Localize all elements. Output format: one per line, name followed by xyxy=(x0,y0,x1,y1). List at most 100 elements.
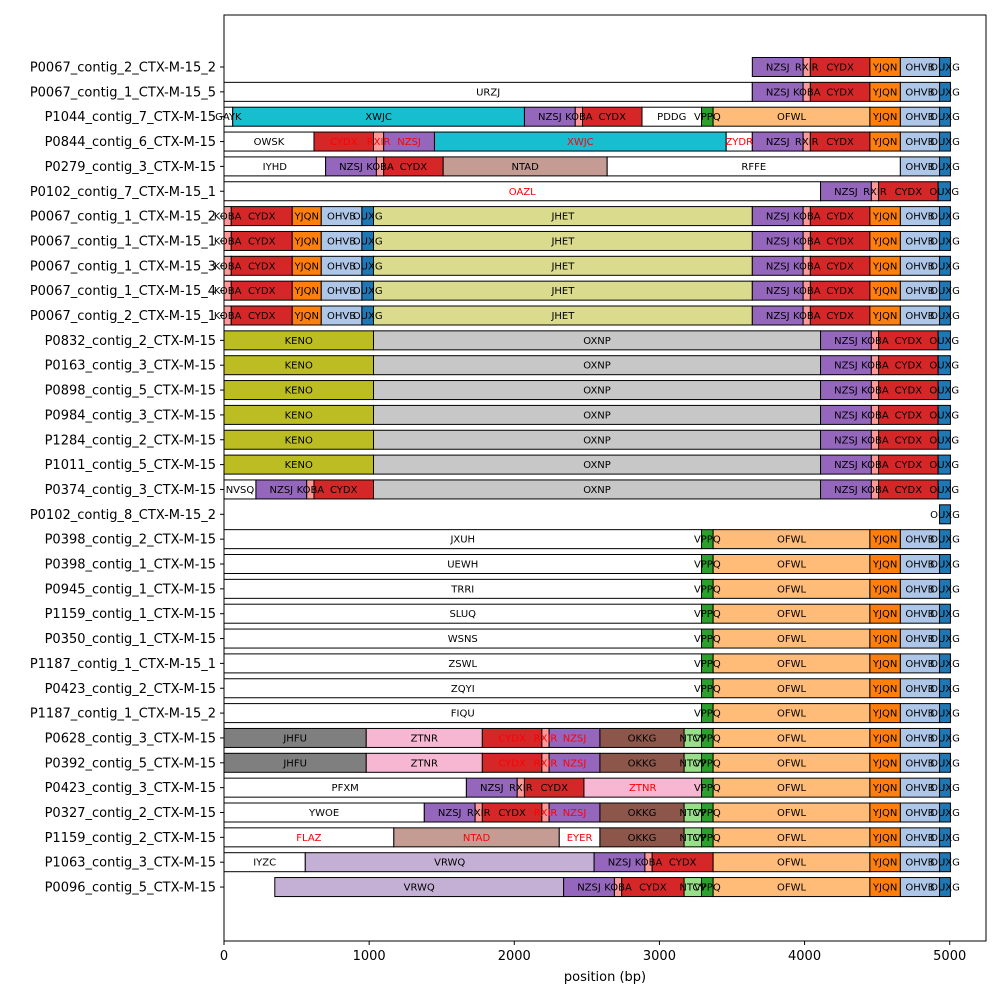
gene-segment-label: NZSJ xyxy=(577,883,601,894)
gene-segment-label: NZSJ xyxy=(766,286,790,297)
gene-segment-label: CYDX xyxy=(826,236,854,247)
x-tick-label: 5000 xyxy=(933,949,966,964)
gene-segment-label: OUXG xyxy=(353,311,383,322)
contig-row xyxy=(223,628,951,649)
gene-segment-bar xyxy=(939,578,951,599)
gene-segment-label: OHVB xyxy=(905,137,934,148)
y-tick-label: P0067_contig_2_CTX-M-15_1 xyxy=(30,309,216,324)
plot-frame xyxy=(223,14,987,942)
gene-segment-label: EYER xyxy=(567,833,593,844)
gene-segment-label: YJQN xyxy=(294,311,319,322)
gene-segment-bar xyxy=(939,703,951,724)
gene-segment-label: NZSJ xyxy=(397,137,421,148)
contig-row xyxy=(223,802,951,823)
gene-segment-label: KOBA xyxy=(793,261,821,272)
gene-segment-label: URZJ xyxy=(476,87,500,98)
gene-segment-label: YJQN xyxy=(872,261,897,272)
contig-row xyxy=(223,554,951,574)
gene-segment-label: OHVB xyxy=(905,783,934,794)
gene-segment-label: OUXG xyxy=(930,883,960,894)
gene-segment-label: VPPQ xyxy=(694,758,721,769)
y-tick-label: P1063_contig_3_CTX-M-15 xyxy=(45,856,216,871)
gene-segment-label: CYDX xyxy=(895,336,923,347)
gene-segment-label: VPPQ xyxy=(694,883,721,894)
gene-segment-label: KOBA xyxy=(793,87,821,98)
gene-segment-label: TRRI xyxy=(450,584,474,595)
gene-segment-label: YJQN xyxy=(872,659,897,670)
gene-segment-label: OUXG xyxy=(930,510,960,521)
gene-segment-label: YWOE xyxy=(308,808,339,819)
gene-segment-label: OAZL xyxy=(509,187,536,198)
gene-segment-label: OUXG xyxy=(930,733,960,744)
x-tick-label: 1000 xyxy=(353,949,386,964)
gene-segment-label: KOBA xyxy=(214,236,242,247)
gene-segment-label: ZSWL xyxy=(448,659,477,670)
gene-segment-label: YJQN xyxy=(872,883,897,894)
gene-segment-label: OHVB xyxy=(905,684,934,695)
gene-segment-label: OHVB xyxy=(905,162,934,173)
gene-segment-label: KOBA xyxy=(793,236,821,247)
gene-segment-label: OHVB xyxy=(905,733,934,744)
contig-row xyxy=(223,181,951,202)
gene-segment-label: YJQN xyxy=(872,112,897,123)
y-tick-label: P0398_contig_1_CTX-M-15 xyxy=(45,558,216,573)
gene-segment-label: OUXG xyxy=(930,212,960,223)
y-tick-label: P1187_contig_1_CTX-M-15_1 xyxy=(30,657,216,672)
gene-segment-label: CYDX xyxy=(826,63,854,74)
gene-segment-label: NZSJ xyxy=(480,783,504,794)
gene-segment-label: OHVB xyxy=(905,63,934,74)
y-tick-label: P0279_contig_3_CTX-M-15 xyxy=(45,160,216,175)
gene-segment-label: NVSQ xyxy=(226,485,255,496)
gene-segment-label: CYDX xyxy=(826,261,854,272)
gene-segment-label: VPPQ xyxy=(694,659,721,670)
gene-segment-bar xyxy=(939,603,951,624)
gene-segment-label: KOBA xyxy=(214,286,242,297)
gene-segment-label: YJQN xyxy=(872,733,897,744)
gene-segment-label: WSNS xyxy=(448,634,478,645)
gene-segment-label: VPPQ xyxy=(694,709,721,720)
gene-segment-label: OXNP xyxy=(583,435,611,446)
gene-segment-label: CYDX xyxy=(895,485,923,496)
gene-segment-bar xyxy=(939,504,951,525)
gene-segment-label: RXIR xyxy=(795,137,819,148)
gene-segment-label: CYDX xyxy=(599,112,627,123)
gene-segment-label: OXNP xyxy=(583,361,611,372)
gene-segment-label: OHVB xyxy=(905,659,934,670)
gene-segment-label: OUXG xyxy=(929,460,959,471)
gene-segment-label: RXIR xyxy=(795,63,819,74)
gene-segment-label: RXIR xyxy=(534,808,558,819)
contig-row xyxy=(223,454,951,475)
contig-row xyxy=(223,653,951,674)
gene-segment-label: OUXG xyxy=(930,311,960,322)
gene-segment-label: KOBA xyxy=(861,485,889,496)
gene-segment-label: RXIR xyxy=(534,733,558,744)
gene-segment-label: OFWL xyxy=(777,112,807,123)
gene-segment-label: VPPQ xyxy=(694,609,721,620)
gene-segment-label: OUXG xyxy=(930,236,960,247)
contig-row xyxy=(223,305,951,326)
gene-segment-label: CYDX xyxy=(826,137,854,148)
contig-row xyxy=(223,603,951,624)
gene-segment-label: ZYDR xyxy=(725,137,753,148)
gene-segment-label: OHVB xyxy=(905,609,934,620)
gene-segment-bar xyxy=(937,404,951,425)
contig-row xyxy=(223,479,951,500)
gene-segment-label: CYDX xyxy=(895,361,923,372)
gene-segment-label: CYDX xyxy=(498,808,526,819)
gene-segment-label: NTCV xyxy=(679,733,706,744)
gene-segment-label: ZTNR xyxy=(629,783,656,794)
gene-segment-label: OFWL xyxy=(777,733,807,744)
contig-row xyxy=(223,703,951,724)
gene-segment-label: OUXG xyxy=(930,709,960,720)
gene-segment-label: OUXG xyxy=(929,485,959,496)
gene-segment-bar xyxy=(939,877,951,898)
gene-segment-label: NTCV xyxy=(679,808,706,819)
gene-segment-label: KOBA xyxy=(214,212,242,223)
contig-row xyxy=(223,280,951,301)
gene-segment-label: NZSJ xyxy=(834,435,858,446)
gene-segment-label: NZSJ xyxy=(270,485,294,496)
gene-segment-label: NZSJ xyxy=(766,311,790,322)
gene-segment-label: YJQN xyxy=(872,212,897,223)
gene-segment-label: OHVB xyxy=(327,236,356,247)
